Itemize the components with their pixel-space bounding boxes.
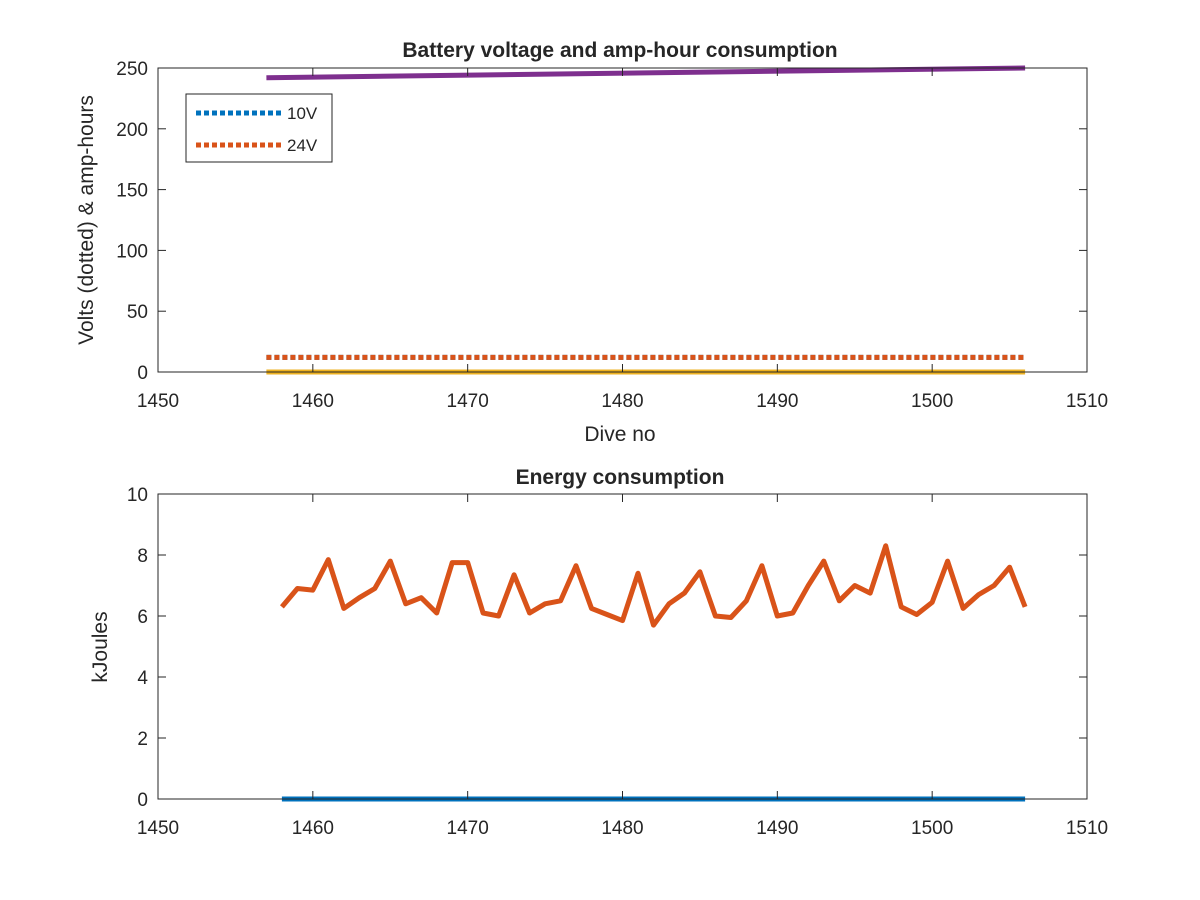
battery-chart: Battery voltage and amp-hour consumption…	[75, 39, 1108, 446]
x-tick-label: 1510	[1066, 391, 1108, 412]
y-tick-label: 2	[137, 729, 148, 750]
series-line-2	[279, 543, 1028, 628]
series-line-4	[266, 65, 1026, 81]
y-tick-label: 4	[137, 668, 148, 689]
chart-title: Battery voltage and amp-hour consumption	[402, 39, 837, 62]
y-tick-label: 6	[137, 607, 148, 628]
y-tick-label: 100	[116, 241, 148, 262]
x-axis-label: Dive no	[584, 423, 655, 446]
y-tick-label: 200	[116, 120, 148, 141]
y-tick-label: 50	[127, 302, 148, 323]
x-tick-label: 1470	[447, 818, 489, 839]
y-tick-label: 250	[116, 59, 148, 80]
x-tick-label: 1500	[911, 818, 953, 839]
chart-title: Energy consumption	[516, 466, 725, 489]
legend-label-10v: 10V	[287, 104, 318, 123]
x-tick-label: 1480	[601, 391, 643, 412]
y-tick-label: 150	[116, 181, 148, 202]
legend-label-24v: 24V	[287, 136, 318, 155]
y-axis-label: kJoules	[89, 611, 112, 682]
x-tick-label: 1470	[447, 391, 489, 412]
x-tick-label: 1460	[292, 818, 334, 839]
x-tick-label: 1450	[137, 391, 179, 412]
x-tick-label: 1450	[137, 818, 179, 839]
energy-chart: Energy consumption 1450 1460 1470 1480 1490 1…	[89, 466, 1108, 839]
x-tick-label: 1490	[756, 391, 798, 412]
legend: 10V 24V	[185, 93, 333, 163]
x-tick-label: 1510	[1066, 818, 1108, 839]
x-tick-label: 1490	[756, 818, 798, 839]
y-axis-label: Volts (dotted) & amp-hours	[75, 95, 98, 345]
x-tick-label: 1480	[601, 818, 643, 839]
y-tick-label: 0	[137, 790, 148, 811]
y-tick-label: 0	[137, 363, 148, 384]
y-tick-label: 10	[127, 485, 148, 506]
y-tick-label: 8	[137, 546, 148, 567]
x-tick-label: 1500	[911, 391, 953, 412]
legend-box	[185, 93, 333, 163]
axes-box	[157, 493, 1088, 800]
x-tick-label: 1460	[292, 391, 334, 412]
